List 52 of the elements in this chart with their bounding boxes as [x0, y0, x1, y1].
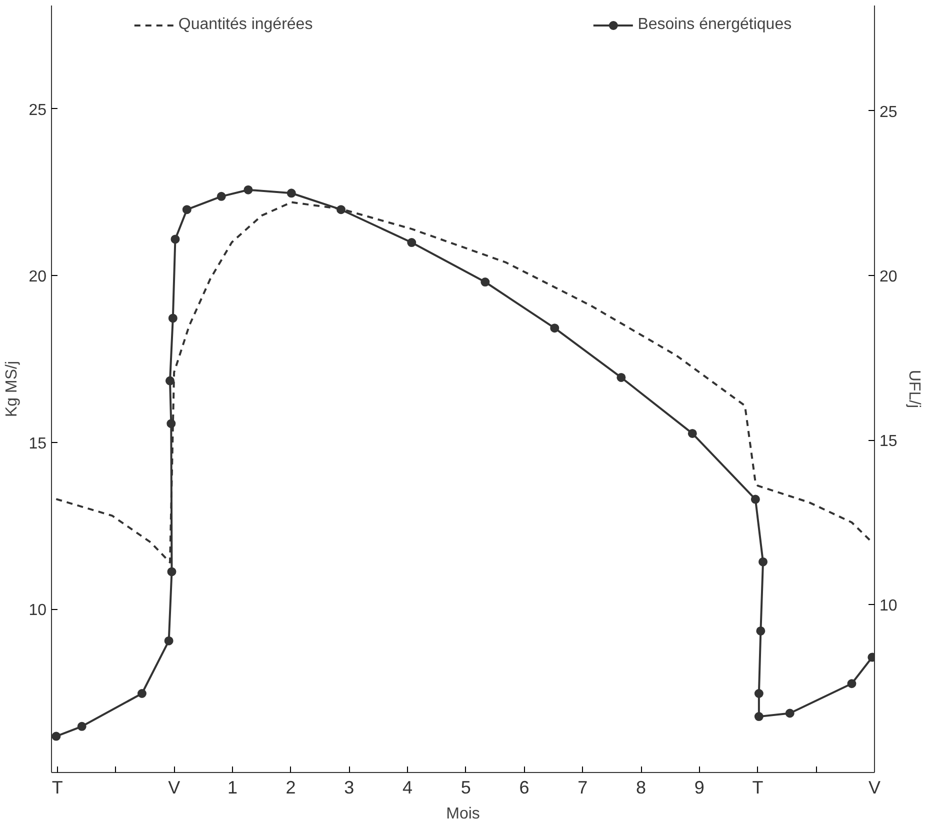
y2-tick-label: 15	[880, 433, 898, 450]
point	[407, 238, 416, 248]
x-tick-label: 4	[402, 778, 413, 798]
x-tick-label: 5	[460, 778, 471, 798]
point	[616, 372, 626, 382]
x-tick-label: 1	[227, 778, 238, 798]
x-tick-label: 2	[286, 778, 296, 798]
legend-label: Besoins énergétiques	[638, 16, 792, 34]
y2-tick-label: 25	[880, 104, 898, 121]
y2-tick-label: 20	[880, 268, 898, 286]
y2-axis-title: UFL/j	[905, 370, 922, 408]
point	[168, 314, 178, 323]
point	[137, 689, 146, 698]
point	[754, 712, 764, 722]
point	[550, 324, 560, 333]
y-axis-title: Kg MS/j	[4, 360, 21, 418]
point	[756, 626, 766, 636]
point	[286, 188, 296, 198]
x-tick-label: V	[868, 778, 881, 798]
x-tick-label: 6	[519, 778, 530, 798]
y-tick-label: 20	[28, 268, 47, 286]
x-axis-title: Mois	[446, 806, 480, 822]
x-tick-label: T	[752, 778, 764, 798]
point	[336, 205, 346, 214]
point	[166, 419, 176, 428]
point	[165, 376, 174, 386]
point	[167, 567, 176, 576]
point	[182, 205, 192, 214]
y-tick-label: 10	[28, 602, 47, 620]
x-tick-label: T	[52, 778, 63, 798]
x-tick-label: 7	[578, 778, 588, 798]
x-tick-label: V	[168, 778, 180, 798]
point	[758, 557, 768, 566]
point	[754, 689, 764, 698]
x-tick-label: 8	[636, 778, 646, 798]
point	[164, 636, 174, 646]
point	[216, 192, 226, 201]
point	[480, 278, 490, 287]
point	[785, 708, 794, 718]
point	[170, 234, 180, 244]
y-tick-label: 25	[28, 102, 47, 119]
point	[688, 428, 697, 438]
point	[52, 732, 61, 741]
point	[750, 494, 760, 504]
y-tick-label: 15	[28, 435, 47, 452]
point	[77, 722, 86, 731]
point	[847, 679, 856, 688]
legend-label: Quantités ingérées	[178, 16, 313, 34]
x-tick-label: 3	[344, 778, 354, 798]
y2-tick-label: 10	[880, 598, 898, 615]
point	[244, 185, 253, 194]
x-tick-label: 9	[694, 778, 704, 798]
